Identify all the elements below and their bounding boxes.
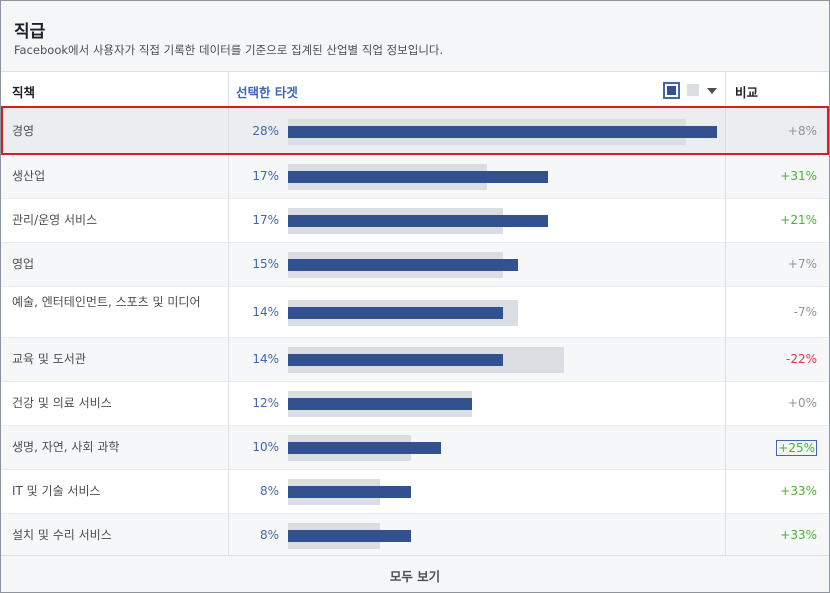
selected-audience-bar	[288, 398, 472, 410]
selected-audience-bar	[288, 486, 411, 498]
selected-audience-bar	[288, 215, 548, 227]
selected-audience-bar	[288, 442, 441, 454]
panel-footer: 모두 보기	[1, 555, 829, 592]
job-label: IT 및 기술 서비스	[12, 484, 101, 498]
comparison-value: +7%	[787, 257, 817, 271]
panel-subtitle: Facebook에서 사용자가 직접 기록한 데이터를 기준으로 집계된 산업별…	[14, 43, 444, 57]
target-percent: 10%	[252, 440, 279, 454]
table-row[interactable]: IT 및 기술 서비스 8% +33%	[1, 470, 829, 514]
target-percent: 28%	[252, 123, 279, 138]
comparison-value: -7%	[793, 304, 817, 319]
table-row[interactable]: 생산업 17% +31%	[1, 155, 829, 199]
comparison-value: +21%	[780, 213, 817, 227]
comparison-value: +25%	[776, 440, 817, 456]
job-label: 관리/운영 서비스	[12, 213, 98, 227]
table-row[interactable]: 관리/운영 서비스 17% +21%	[1, 199, 829, 243]
comparison-value: +33%	[780, 484, 817, 498]
table-row[interactable]: 설치 및 수리 서비스 8% +33%	[1, 514, 829, 558]
target-percent: 17%	[252, 213, 279, 227]
selected-audience-bar	[288, 171, 548, 183]
table-row[interactable]: 경영 28% +8%	[1, 108, 829, 155]
job-label: 영업	[12, 257, 35, 271]
caret-down-icon[interactable]	[707, 88, 717, 94]
job-label: 설치 및 수리 서비스	[12, 528, 112, 542]
comparison-value: -22%	[785, 352, 817, 366]
column-header-compare: 비교	[735, 85, 759, 100]
job-label: 생명, 자연, 사회 과학	[12, 440, 120, 454]
job-label: 생산업	[12, 169, 46, 183]
comparison-value: +31%	[780, 169, 817, 183]
job-label: 건강 및 의료 서비스	[12, 396, 112, 410]
selected-audience-bar	[288, 530, 411, 542]
table-row[interactable]: 생명, 자연, 사회 과학 10% +25%	[1, 426, 829, 470]
table-row[interactable]: 교육 및 도서관 14% -22%	[1, 338, 829, 382]
column-header-row: 직책 선택한 타겟 비교	[1, 72, 829, 108]
column-divider-left	[228, 72, 229, 555]
see-all-button[interactable]: 모두 보기	[389, 569, 441, 584]
column-header-job: 직책	[12, 85, 36, 100]
selected-audience-bar	[288, 306, 503, 319]
table-row[interactable]: 영업 15% +7%	[1, 243, 829, 287]
selected-audience-bar	[288, 125, 717, 138]
job-label: 예술, 엔터테인먼트, 스포츠 및 미디어	[12, 295, 201, 309]
table-row[interactable]: 건강 및 의료 서비스 12% +0%	[1, 382, 829, 426]
column-header-selected-target: 선택한 타겟	[236, 85, 298, 100]
comparison-value: +33%	[780, 528, 817, 542]
target-percent: 8%	[259, 484, 279, 498]
selected-audience-legend-icon[interactable]	[663, 82, 680, 99]
comparison-value: +8%	[787, 123, 817, 138]
target-percent: 14%	[252, 352, 279, 366]
target-percent: 8%	[259, 528, 279, 542]
selected-audience-bar	[288, 354, 503, 366]
target-percent: 17%	[252, 169, 279, 183]
baseline-legend-icon[interactable]	[687, 84, 699, 96]
table-row[interactable]: 예술, 엔터테인먼트, 스포츠 및 미디어 14% -7%	[1, 287, 829, 338]
job-label: 교육 및 도서관	[12, 352, 86, 366]
comparison-value: +0%	[787, 396, 817, 410]
target-percent: 12%	[252, 396, 279, 410]
panel-header: 직급 Facebook에서 사용자가 직접 기록한 데이터를 기준으로 집계된 …	[1, 1, 829, 72]
target-percent: 15%	[252, 257, 279, 271]
panel-title: 직급	[14, 22, 46, 42]
job-label: 경영	[12, 123, 35, 138]
selected-audience-bar	[288, 259, 518, 271]
target-percent: 14%	[252, 304, 279, 319]
column-divider-right	[725, 72, 726, 555]
